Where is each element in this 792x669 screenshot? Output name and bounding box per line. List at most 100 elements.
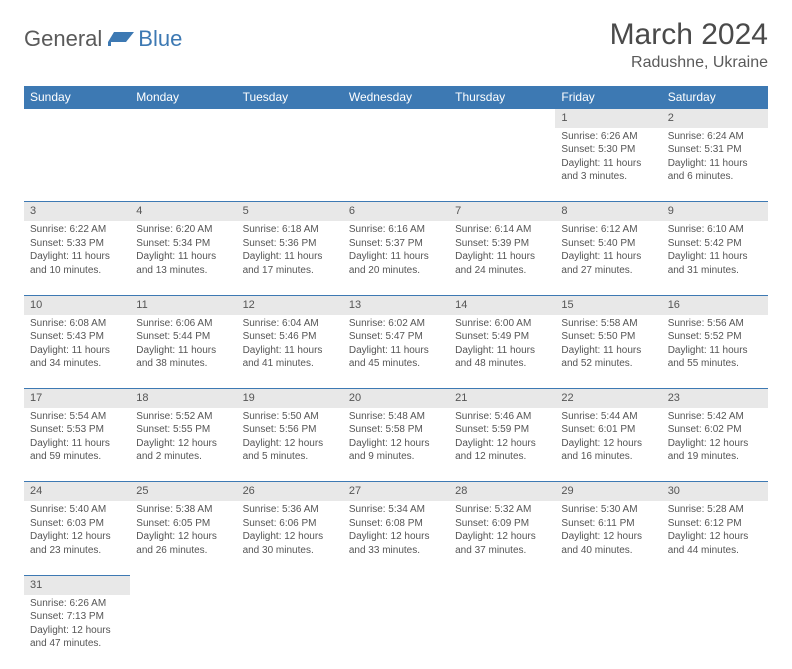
day-number-cell xyxy=(130,575,236,594)
location: Radushne, Ukraine xyxy=(610,54,768,72)
day-number-cell: 5 xyxy=(237,202,343,221)
sun-line: Sunset: 6:02 PM xyxy=(668,423,762,437)
day-detail-cell: Sunrise: 6:14 AMSunset: 5:39 PMDaylight:… xyxy=(449,221,555,295)
sun-line: Daylight: 11 hours xyxy=(136,250,230,264)
day-number-cell: 21 xyxy=(449,389,555,408)
sun-line: Sunrise: 5:48 AM xyxy=(349,410,443,424)
day-detail-cell xyxy=(449,128,555,202)
day-detail-cell: Sunrise: 5:32 AMSunset: 6:09 PMDaylight:… xyxy=(449,501,555,575)
sun-line: and 33 minutes. xyxy=(349,544,443,558)
day-detail-cell: Sunrise: 5:46 AMSunset: 5:59 PMDaylight:… xyxy=(449,408,555,482)
sun-line: Daylight: 12 hours xyxy=(243,437,337,451)
sun-line: Sunrise: 6:20 AM xyxy=(136,223,230,237)
sun-line: Daylight: 12 hours xyxy=(668,437,762,451)
title-block: March 2024 Radushne, Ukraine xyxy=(610,18,768,72)
sun-line: and 30 minutes. xyxy=(243,544,337,558)
sun-line: and 23 minutes. xyxy=(30,544,124,558)
sun-line: Daylight: 12 hours xyxy=(136,530,230,544)
day-detail-cell: Sunrise: 6:10 AMSunset: 5:42 PMDaylight:… xyxy=(662,221,768,295)
day-number-cell: 12 xyxy=(237,295,343,314)
day-number-cell xyxy=(449,109,555,128)
day-detail-row: Sunrise: 5:40 AMSunset: 6:03 PMDaylight:… xyxy=(24,501,768,575)
sun-line: Sunrise: 6:16 AM xyxy=(349,223,443,237)
day-detail-cell: Sunrise: 6:26 AMSunset: 7:13 PMDaylight:… xyxy=(24,595,130,669)
day-number-cell: 27 xyxy=(343,482,449,501)
day-detail-cell xyxy=(449,595,555,669)
sun-line: Sunrise: 5:42 AM xyxy=(668,410,762,424)
day-detail-cell: Sunrise: 5:50 AMSunset: 5:56 PMDaylight:… xyxy=(237,408,343,482)
sun-line: Sunset: 5:40 PM xyxy=(561,237,655,251)
sun-line: and 52 minutes. xyxy=(561,357,655,371)
day-detail-cell xyxy=(343,595,449,669)
sun-line: and 27 minutes. xyxy=(561,264,655,278)
day-detail-cell: Sunrise: 5:34 AMSunset: 6:08 PMDaylight:… xyxy=(343,501,449,575)
day-number-cell: 31 xyxy=(24,575,130,594)
sun-line: Daylight: 11 hours xyxy=(455,344,549,358)
day-number-cell: 19 xyxy=(237,389,343,408)
day-number-cell: 1 xyxy=(555,109,661,128)
sun-line: Sunset: 6:11 PM xyxy=(561,517,655,531)
day-detail-cell: Sunrise: 5:36 AMSunset: 6:06 PMDaylight:… xyxy=(237,501,343,575)
day-number-row: 17181920212223 xyxy=(24,389,768,408)
sun-line: Sunset: 6:09 PM xyxy=(455,517,549,531)
day-number-cell: 13 xyxy=(343,295,449,314)
day-number-cell: 26 xyxy=(237,482,343,501)
sun-line: Sunrise: 5:54 AM xyxy=(30,410,124,424)
sun-line: Sunrise: 5:40 AM xyxy=(30,503,124,517)
logo-text-1: General xyxy=(24,26,102,52)
sun-line: and 12 minutes. xyxy=(455,450,549,464)
sun-line: and 48 minutes. xyxy=(455,357,549,371)
day-number-row: 24252627282930 xyxy=(24,482,768,501)
sun-line: Sunrise: 6:22 AM xyxy=(30,223,124,237)
sun-line: Daylight: 11 hours xyxy=(561,250,655,264)
sun-line: Sunrise: 6:04 AM xyxy=(243,317,337,331)
day-number-cell: 18 xyxy=(130,389,236,408)
sun-line: Sunset: 6:05 PM xyxy=(136,517,230,531)
sun-line: Sunrise: 5:30 AM xyxy=(561,503,655,517)
day-detail-cell: Sunrise: 6:20 AMSunset: 5:34 PMDaylight:… xyxy=(130,221,236,295)
sun-line: Daylight: 12 hours xyxy=(455,530,549,544)
day-number-row: 12 xyxy=(24,109,768,128)
sun-line: Sunrise: 6:12 AM xyxy=(561,223,655,237)
sun-line: and 19 minutes. xyxy=(668,450,762,464)
weekday-header: Saturday xyxy=(662,86,768,109)
day-detail-cell: Sunrise: 6:08 AMSunset: 5:43 PMDaylight:… xyxy=(24,315,130,389)
sun-line: and 41 minutes. xyxy=(243,357,337,371)
sun-line: Sunset: 6:12 PM xyxy=(668,517,762,531)
calendar-table: Sunday Monday Tuesday Wednesday Thursday… xyxy=(24,86,768,669)
sun-line: Daylight: 11 hours xyxy=(668,157,762,171)
weekday-header: Wednesday xyxy=(343,86,449,109)
weekday-header: Friday xyxy=(555,86,661,109)
weekday-header: Sunday xyxy=(24,86,130,109)
month-title: March 2024 xyxy=(610,18,768,52)
sun-line: Sunrise: 6:08 AM xyxy=(30,317,124,331)
day-number-cell: 3 xyxy=(24,202,130,221)
weekday-header-row: Sunday Monday Tuesday Wednesday Thursday… xyxy=(24,86,768,109)
day-detail-cell: Sunrise: 5:40 AMSunset: 6:03 PMDaylight:… xyxy=(24,501,130,575)
sun-line: and 9 minutes. xyxy=(349,450,443,464)
sun-line: and 20 minutes. xyxy=(349,264,443,278)
sun-line: Sunset: 6:06 PM xyxy=(243,517,337,531)
sun-line: Sunrise: 5:52 AM xyxy=(136,410,230,424)
sun-line: Sunset: 5:42 PM xyxy=(668,237,762,251)
day-detail-cell xyxy=(24,128,130,202)
day-detail-cell: Sunrise: 5:38 AMSunset: 6:05 PMDaylight:… xyxy=(130,501,236,575)
sun-line: and 45 minutes. xyxy=(349,357,443,371)
sun-line: Daylight: 11 hours xyxy=(561,157,655,171)
day-detail-cell: Sunrise: 5:42 AMSunset: 6:02 PMDaylight:… xyxy=(662,408,768,482)
sun-line: Daylight: 11 hours xyxy=(349,344,443,358)
day-number-cell: 9 xyxy=(662,202,768,221)
sun-line: Daylight: 11 hours xyxy=(243,250,337,264)
day-number-row: 10111213141516 xyxy=(24,295,768,314)
sun-line: and 2 minutes. xyxy=(136,450,230,464)
sun-line: Sunset: 5:49 PM xyxy=(455,330,549,344)
day-number-cell: 2 xyxy=(662,109,768,128)
sun-line: Sunrise: 6:02 AM xyxy=(349,317,443,331)
day-detail-cell: Sunrise: 6:06 AMSunset: 5:44 PMDaylight:… xyxy=(130,315,236,389)
sun-line: and 5 minutes. xyxy=(243,450,337,464)
sun-line: Sunrise: 5:36 AM xyxy=(243,503,337,517)
sun-line: Sunrise: 5:58 AM xyxy=(561,317,655,331)
sun-line: and 3 minutes. xyxy=(561,170,655,184)
day-detail-cell xyxy=(130,595,236,669)
sun-line: and 6 minutes. xyxy=(668,170,762,184)
